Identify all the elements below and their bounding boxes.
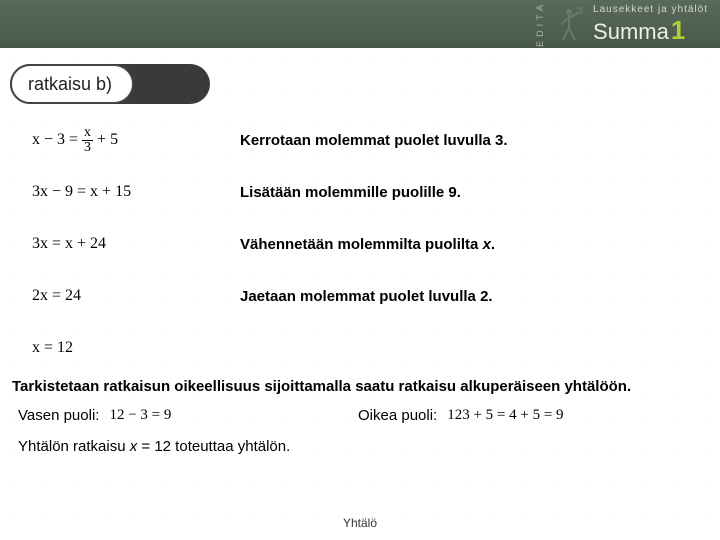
right-side: Oikea puoli: 123 + 5 = 4 + 5 = 9 — [358, 407, 564, 424]
step-row: 3x = x + 24 Vähennetään molemmilta puoli… — [10, 218, 710, 270]
step-desc: Kerrotaan molemmat puolet luvulla 3. — [240, 132, 710, 149]
conclusion: Yhtälön ratkaisu x = 12 toteuttaa yhtälö… — [10, 438, 710, 455]
slide-content: ratkaisu b) x − 3 = x3 + 5 Kerrotaan mol… — [0, 48, 720, 540]
step-desc: Vähennetään molemmilta puolilta x. — [240, 236, 710, 253]
step-desc: Lisätään molemmille puolille 9. — [240, 184, 710, 201]
right-side-equation: 123 + 5 = 4 + 5 = 9 — [447, 407, 563, 424]
verification-row: Vasen puoli: 12 − 3 = 9 Oikea puoli: 123… — [10, 407, 710, 424]
footer-label: Yhtälö — [0, 516, 720, 530]
step-equation: 2x = 24 — [10, 287, 240, 305]
conclusion-prefix: Yhtälön ratkaisu — [18, 438, 130, 455]
tab-label: ratkaisu b) — [10, 64, 134, 104]
header-subtitle: Lausekkeet ja yhtälöt — [593, 5, 708, 15]
left-side-label: Vasen puoli: — [18, 407, 99, 424]
step-row: 2x = 24 Jaetaan molemmat puolet luvulla … — [10, 270, 710, 322]
check-line: Tarkistetaan ratkaisun oikeellisuus sijo… — [10, 378, 710, 395]
step-desc: Jaetaan molemmat puolet luvulla 2. — [240, 288, 710, 305]
step-equation: 3x = x + 24 — [10, 235, 240, 253]
step-equation: x − 3 = x3 + 5 — [10, 126, 240, 155]
header-figure-icon — [555, 6, 583, 42]
step-row: 3x − 9 = x + 15 Lisätään molemmille puol… — [10, 166, 710, 218]
conclusion-rest: = 12 toteuttaa yhtälön. — [137, 438, 290, 455]
slide-header: EDITA Lausekkeet ja yhtälöt Summa1 — [0, 0, 720, 48]
header-text: Lausekkeet ja yhtälöt Summa1 — [593, 5, 708, 43]
left-side: Vasen puoli: 12 − 3 = 9 — [18, 407, 358, 424]
step-row: x = 12 — [10, 322, 710, 374]
step-row: x − 3 = x3 + 5 Kerrotaan molemmat puolet… — [10, 114, 710, 166]
right-side-label: Oikea puoli: — [358, 407, 437, 424]
step-equation: x = 12 — [10, 339, 240, 357]
left-side-equation: 12 − 3 = 9 — [109, 407, 171, 424]
step-equation: 3x − 9 = x + 15 — [10, 183, 240, 201]
brand-number: 1 — [671, 15, 685, 45]
publisher-label: EDITA — [535, 1, 545, 47]
steps-list: x − 3 = x3 + 5 Kerrotaan molemmat puolet… — [10, 114, 710, 374]
header-brand: Summa1 — [593, 17, 708, 43]
brand-name: Summa — [593, 19, 669, 44]
solution-tab: ratkaisu b) — [10, 64, 710, 104]
